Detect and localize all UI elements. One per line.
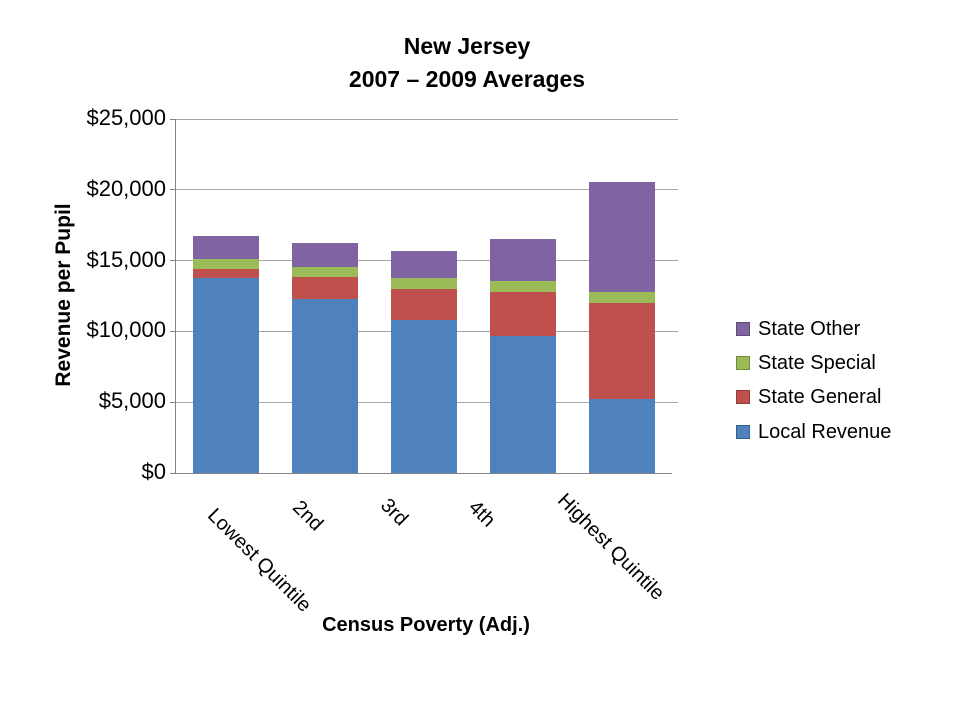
y-tick-label: $5,000 bbox=[98, 388, 166, 414]
bar-segment-local-revenue bbox=[192, 277, 259, 473]
bar-segment-state-other bbox=[589, 182, 656, 293]
bar-segment-state-other bbox=[490, 239, 557, 282]
bar-segment-state-special bbox=[391, 277, 457, 289]
legend-label: Local Revenue bbox=[758, 420, 892, 443]
legend-item: State Special bbox=[736, 352, 876, 374]
bar-segment-state-other bbox=[291, 242, 358, 267]
bar-segment-state-general bbox=[291, 276, 358, 299]
legend-label: State Special bbox=[758, 351, 876, 374]
x-axis-line bbox=[175, 472, 672, 474]
bar-segment-local-revenue bbox=[391, 320, 457, 473]
bar-segment-local-revenue bbox=[589, 399, 656, 473]
chart-title: New Jersey 2007 – 2009 Averages bbox=[267, 30, 667, 96]
y-tick-label: $20,000 bbox=[86, 175, 166, 201]
bar-segment-state-other bbox=[192, 235, 259, 260]
legend-item: State Other bbox=[736, 318, 860, 340]
legend-label: State General bbox=[758, 386, 882, 409]
y-tick-mark bbox=[170, 330, 176, 332]
y-tick-label: $25,000 bbox=[86, 105, 166, 130]
legend-item: Local Revenue bbox=[736, 421, 891, 443]
bar-segment-state-other bbox=[391, 250, 457, 278]
y-tick-mark bbox=[170, 118, 176, 120]
x-tick-label: Highest Quintile bbox=[553, 489, 669, 605]
bar-segment-state-special bbox=[192, 259, 259, 270]
bar-segment-state-general bbox=[192, 269, 259, 278]
y-tick-mark bbox=[170, 189, 176, 191]
x-tick-label: 3rd bbox=[376, 494, 413, 531]
y-tick-mark bbox=[170, 472, 176, 474]
chart-title-line2: 2007 – 2009 Averages bbox=[348, 66, 586, 92]
legend-swatch-state-other bbox=[736, 321, 750, 336]
legend-swatch-state-special bbox=[736, 355, 750, 370]
legend-label: State Other bbox=[758, 317, 861, 340]
y-axis-line bbox=[175, 119, 176, 473]
x-tick-label: 4th bbox=[464, 496, 500, 532]
bar-segment-state-special bbox=[291, 266, 358, 277]
bar-segment-state-general bbox=[490, 291, 557, 336]
y-tick-label: $0 bbox=[141, 459, 166, 484]
bar-segment-state-general bbox=[589, 303, 656, 400]
bar-segment-state-general bbox=[391, 288, 457, 321]
legend-swatch-local-revenue bbox=[736, 424, 750, 439]
bar-segment-local-revenue bbox=[490, 335, 557, 473]
chart-title-line1: New Jersey bbox=[403, 33, 531, 59]
y-tick-mark bbox=[170, 401, 176, 403]
bar-segment-state-special bbox=[589, 292, 656, 304]
y-tick-mark bbox=[170, 260, 176, 262]
legend-swatch-state-general bbox=[736, 390, 750, 405]
x-axis-title: Census Poverty (Adj.) bbox=[322, 614, 530, 636]
bar-segment-state-special bbox=[490, 281, 557, 292]
legend-item: State General bbox=[736, 386, 881, 408]
gridline bbox=[176, 118, 678, 120]
y-tick-label: $10,000 bbox=[86, 317, 166, 343]
bar-segment-local-revenue bbox=[291, 298, 358, 473]
y-tick-label: $15,000 bbox=[86, 246, 166, 272]
x-tick-label: 2nd bbox=[288, 496, 328, 536]
gridline bbox=[176, 189, 678, 191]
